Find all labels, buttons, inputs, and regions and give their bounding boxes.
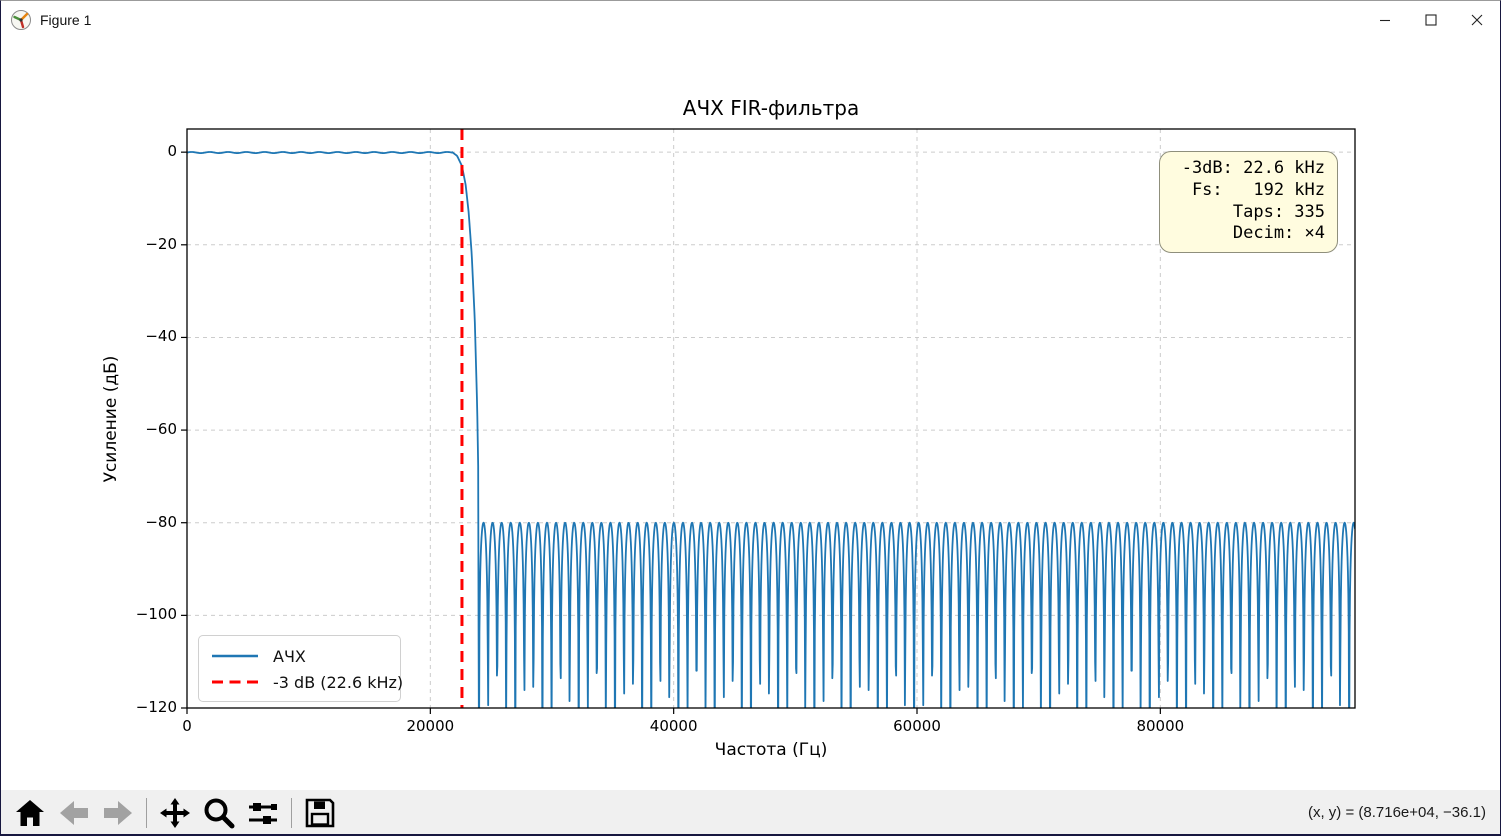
x-tick-label: 20000 (406, 717, 455, 735)
save-button[interactable] (299, 793, 341, 833)
y-tick-label: −60 (145, 420, 177, 439)
home-icon (16, 799, 44, 826)
back-button[interactable] (53, 793, 95, 833)
pan-button[interactable] (154, 793, 196, 833)
home-button[interactable] (9, 793, 51, 833)
legend: АЧХ -3 dB (22.6 kHz) (198, 635, 403, 702)
back-arrow-icon (60, 800, 88, 825)
x-tick-label: 0 (182, 717, 192, 735)
cursor-position-readout: (x, y) = (8.716e+04, −36.1) (1307, 804, 1486, 821)
zoom-button[interactable] (198, 793, 240, 833)
zoom-magnifier-icon (204, 798, 235, 828)
configure-subplots-button[interactable] (242, 793, 284, 833)
navigation-toolbar: (x, y) = (8.716e+04, −36.1) (1, 790, 1500, 834)
figure-canvas[interactable]: АЧХ FIR-фильтра Частота (Гц) Усиление (д… (1, 39, 1500, 790)
toolbar-separator (146, 797, 147, 828)
x-tick-label: 80000 (1136, 717, 1185, 735)
y-tick-label: −20 (145, 234, 177, 253)
legend-line-solid-icon (212, 654, 258, 658)
close-icon (1471, 14, 1483, 26)
forward-arrow-icon (104, 800, 132, 825)
pan-icon (160, 797, 190, 828)
legend-label: -3 dB (22.6 kHz) (273, 672, 404, 692)
close-button[interactable] (1454, 1, 1500, 39)
filter-info-annotation: -3dB: 22.6 kHz Fs: 192 kHz Taps: 335 Dec… (1159, 151, 1338, 253)
maximize-icon (1425, 14, 1437, 26)
y-axis-label: Усиление (дБ) (101, 355, 121, 483)
window-title: Figure 1 (40, 12, 92, 28)
y-tick-label: −120 (135, 698, 177, 716)
legend-line-dashed-icon (212, 680, 258, 684)
y-tick-label: −100 (135, 605, 177, 624)
window-titlebar[interactable]: Figure 1 (1, 1, 1500, 39)
sliders-icon (249, 802, 277, 824)
y-tick-label: −40 (145, 327, 177, 346)
minimize-icon (1380, 19, 1390, 22)
x-axis-label: Частота (Гц) (714, 740, 828, 760)
matplotlib-logo-icon (11, 10, 31, 30)
minimize-button[interactable] (1362, 1, 1408, 39)
forward-button[interactable] (97, 793, 139, 833)
toolbar-separator (291, 797, 292, 828)
y-tick-label: 0 (167, 142, 177, 161)
x-tick-label: 40000 (649, 717, 698, 735)
maximize-button[interactable] (1408, 1, 1454, 39)
plot-title: АЧХ FIR-фильтра (682, 96, 860, 120)
legend-item-magnitude: АЧХ (211, 643, 390, 669)
legend-item-cutoff: -3 dB (22.6 kHz) (211, 669, 403, 695)
y-tick-label: −80 (145, 512, 177, 531)
legend-label: АЧХ (273, 646, 306, 666)
x-tick-label: 60000 (893, 717, 941, 735)
save-floppy-icon (305, 798, 335, 827)
window-controls (1362, 1, 1500, 39)
